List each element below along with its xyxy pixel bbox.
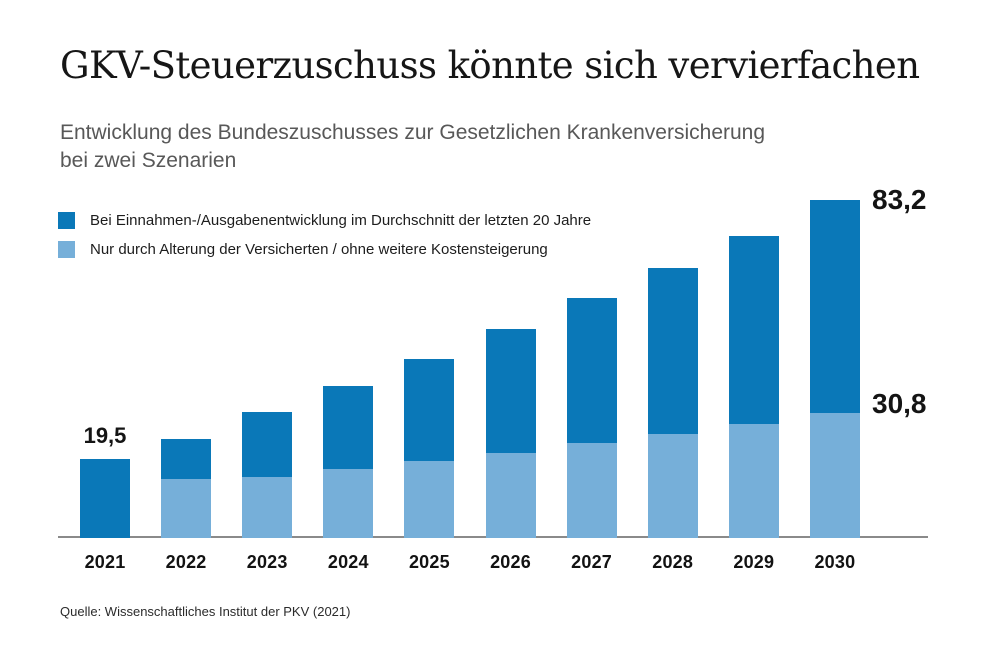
axis-label-2023: 2023	[246, 552, 288, 572]
legend-item-aging: Nur durch Alterung der Versicherten / oh…	[58, 241, 591, 258]
bar-2021-trend	[80, 458, 130, 538]
axis-label-2026: 2026	[490, 552, 531, 572]
axis-label-2024: 2024	[327, 552, 369, 572]
value-label-2021: 19,5	[83, 423, 127, 448]
bar-2024-aging	[323, 468, 374, 538]
value-label-2030-total: 83,2	[872, 184, 927, 215]
bar-2029-aging	[728, 424, 779, 538]
legend-label-trend: Bei Einnahmen-/Ausgabenentwicklung im Du…	[90, 212, 592, 229]
legend-item-trend: Bei Einnahmen-/Ausgabenentwicklung im Du…	[58, 212, 591, 229]
bar-2022-aging	[161, 479, 212, 538]
bar-2030-aging	[809, 412, 860, 538]
axis-label-2022: 2022	[165, 552, 207, 572]
value-label-2030-aging: 30,8	[872, 388, 927, 419]
bar-2023-aging	[242, 477, 293, 538]
subtitle: Entwicklung des Bundeszuschusses zur Ges…	[60, 119, 765, 175]
legend: Bei Einnahmen-/Ausgabenentwicklung im Du…	[58, 212, 591, 270]
axis-label-2028: 2028	[652, 552, 694, 572]
axis-label-2021: 2021	[84, 552, 126, 572]
axis-label-2025: 2025	[408, 552, 450, 572]
bar-2026-aging	[485, 452, 536, 538]
subtitle-line-1: Entwicklung des Bundeszuschusses zur Ges…	[60, 121, 766, 144]
page-title: GKV-Steuerzuschuss könnte sich vervierfa…	[60, 44, 920, 87]
axis-label-2029: 2029	[733, 552, 775, 572]
bar-2028-aging	[647, 434, 698, 538]
bar-2025-aging	[404, 460, 455, 538]
source-note: Quelle: Wissenschaftliches Institut der …	[60, 604, 351, 619]
axis-label-2030: 2030	[814, 552, 856, 572]
legend-swatch-aging-icon	[58, 241, 75, 258]
axis-label-2027: 2027	[571, 552, 613, 572]
bar-2027-aging	[566, 442, 617, 538]
legend-swatch-trend-icon	[58, 212, 75, 229]
legend-label-aging: Nur durch Alterung der Versicherten / oh…	[90, 241, 548, 258]
subtitle-line-2: bei zwei Szenarien	[60, 149, 237, 172]
